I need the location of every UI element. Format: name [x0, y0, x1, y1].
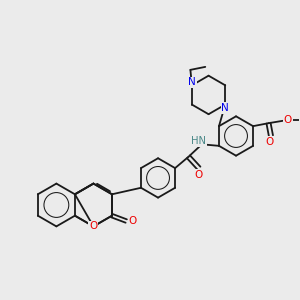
Text: O: O — [266, 137, 274, 147]
Text: N: N — [188, 77, 196, 87]
Text: O: O — [195, 169, 203, 180]
Text: O: O — [89, 221, 98, 231]
Text: N: N — [221, 103, 229, 113]
Text: O: O — [129, 216, 137, 226]
Text: O: O — [284, 115, 292, 124]
Text: HN: HN — [191, 136, 206, 146]
